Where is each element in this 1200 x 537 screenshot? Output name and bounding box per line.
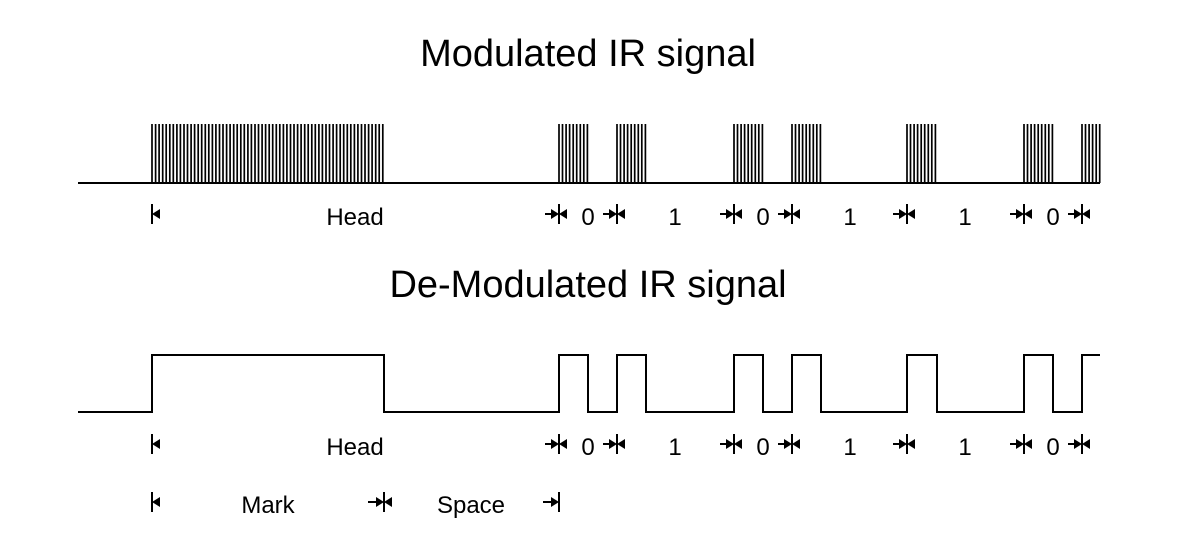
arrowhead	[376, 497, 384, 507]
bit-zero-label: 0	[581, 434, 594, 461]
demodulated-timing-row	[151, 434, 1090, 454]
demodulated-title: De-Modulated IR signal	[389, 264, 786, 306]
arrowhead	[609, 209, 617, 219]
arrowhead	[1016, 439, 1024, 449]
bit-zero-label: 0	[1046, 434, 1059, 461]
arrowhead	[551, 497, 559, 507]
arrowhead	[559, 209, 567, 219]
arrowhead	[617, 209, 625, 219]
arrowhead	[617, 439, 625, 449]
arrowhead	[152, 209, 160, 219]
demodulated-labels: Head 0 1 0 1 1 0	[326, 434, 1059, 461]
mark-label: Mark	[241, 492, 295, 519]
arrowhead	[899, 439, 907, 449]
modulated-signal	[78, 124, 1101, 184]
modulated-title: Modulated IR signal	[420, 33, 756, 75]
arrowhead	[1016, 209, 1024, 219]
arrowhead	[907, 439, 915, 449]
carrier-burst	[151, 124, 384, 183]
space-label: Space	[437, 492, 505, 519]
arrowhead	[1024, 439, 1032, 449]
arrowhead	[734, 439, 742, 449]
carrier-burst	[1023, 124, 1054, 183]
bit-one-label: 1	[958, 434, 971, 461]
carrier-burst	[906, 124, 937, 183]
arrowhead	[551, 439, 559, 449]
arrowhead	[726, 209, 734, 219]
arrowhead	[784, 439, 792, 449]
modulated-timing-row	[151, 204, 1090, 224]
arrowhead	[1082, 209, 1090, 219]
arrowhead	[1074, 209, 1082, 219]
carrier-burst	[791, 124, 822, 183]
bit-one-label: 1	[668, 204, 681, 231]
arrowhead	[1024, 209, 1032, 219]
carrier-burst	[733, 124, 764, 183]
arrowhead	[792, 439, 800, 449]
arrowhead	[726, 439, 734, 449]
demodulated-waveform	[78, 354, 1100, 413]
arrowhead	[384, 497, 392, 507]
carrier-burst	[558, 124, 589, 183]
mark-space-row	[151, 492, 560, 512]
bit-zero-label: 0	[756, 204, 769, 231]
bit-one-label: 1	[668, 434, 681, 461]
arrowhead	[559, 439, 567, 449]
mark-space-labels: Mark Space	[241, 492, 505, 519]
arrowhead	[1074, 439, 1082, 449]
head-label: Head	[326, 204, 383, 231]
bit-one-label: 1	[843, 434, 856, 461]
carrier-burst	[1081, 124, 1101, 183]
arrowhead	[152, 439, 160, 449]
arrowhead	[784, 209, 792, 219]
arrowhead	[551, 209, 559, 219]
arrowhead	[899, 209, 907, 219]
arrowhead	[907, 209, 915, 219]
arrowhead	[1082, 439, 1090, 449]
modulated-labels: Head 0 1 0 1 1 0	[326, 204, 1059, 231]
arrowhead	[609, 439, 617, 449]
head-label: Head	[326, 434, 383, 461]
carrier-burst	[616, 124, 647, 183]
bit-zero-label: 0	[581, 204, 594, 231]
arrowhead	[792, 209, 800, 219]
carrier-bursts	[151, 124, 1101, 183]
bit-one-label: 1	[843, 204, 856, 231]
arrowhead	[734, 209, 742, 219]
bit-zero-label: 0	[1046, 204, 1059, 231]
arrowhead	[152, 497, 160, 507]
bit-zero-label: 0	[756, 434, 769, 461]
bit-one-label: 1	[958, 204, 971, 231]
